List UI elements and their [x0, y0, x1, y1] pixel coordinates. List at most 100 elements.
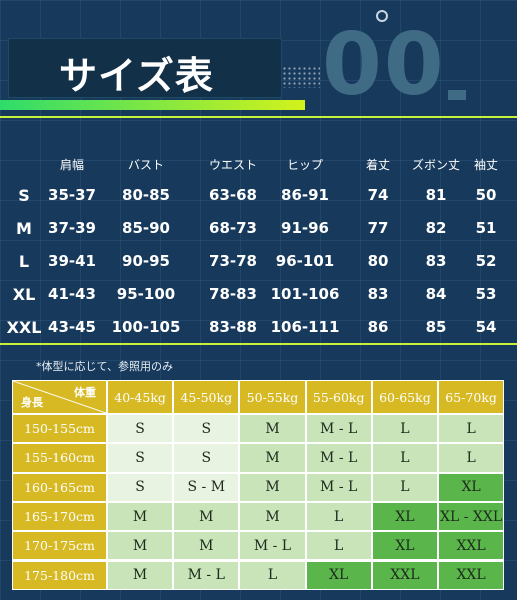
size-recommendation-cell: M: [173, 531, 240, 561]
neon-bar: [0, 100, 305, 110]
size-chart-cell: 73-78: [209, 252, 257, 270]
size-recommendation-cell: L: [239, 560, 306, 590]
size-recommendation-cell: M - L: [305, 443, 372, 473]
page-title: サイズ表: [59, 53, 214, 98]
height-header-cell: 160-165cm: [12, 472, 107, 502]
size-chart-cell: 37-39: [48, 219, 96, 237]
size-chart-cell: 84: [425, 285, 447, 303]
size-chart-cell: 77: [367, 219, 389, 237]
corner-label-height: 身長: [21, 396, 43, 409]
size-chart-cell: 68-73: [209, 219, 257, 237]
size-recommendation-cell: S - M: [173, 472, 240, 502]
size-recommendation-cell: S: [107, 414, 174, 444]
size-chart-cell: 85-90: [122, 219, 170, 237]
size-chart-header-cell: 着丈: [365, 158, 391, 172]
table-corner-cell: 体重 身長: [12, 380, 107, 414]
size-recommendation-cell: M: [173, 501, 240, 532]
height-weight-table: 体重 身長 40-45kg 45-50kg 50-55kg 55-60kg 60-65k…: [12, 380, 505, 590]
height-header-cell: 150-155cm: [12, 414, 107, 444]
weight-header-cell: 60-65kg: [371, 380, 438, 414]
size-chart-cell: 63-68: [209, 186, 257, 204]
size-chart-cell: 86-91: [281, 186, 329, 204]
size-recommendation-cell: M: [107, 531, 174, 561]
size-chart-cell: 96-101: [275, 252, 335, 270]
size-recommendation-cell: M - L: [239, 531, 306, 561]
size-recommendation-cell: L: [305, 531, 372, 561]
weight-header-cell: 65-70kg: [438, 380, 505, 414]
size-recommendation-cell: XL - XXL: [438, 501, 505, 532]
size-recommendation-cell: M: [239, 472, 306, 502]
size-label: XXL: [6, 318, 42, 337]
weight-header-cell: 50-55kg: [239, 380, 306, 414]
size-chart-cell: 43-45: [48, 318, 96, 336]
size-chart-cell: 83-88: [209, 318, 257, 336]
size-recommendation-cell: S: [173, 414, 240, 444]
size-chart-cell: 100-105: [111, 318, 181, 336]
decorative-ring-icon: [376, 10, 388, 22]
size-chart-cell: 41-43: [48, 285, 96, 303]
size-chart-header-cell: 袖丈: [473, 158, 499, 172]
weight-header-cell: 55-60kg: [305, 380, 372, 414]
size-recommendation-cell: XL: [305, 560, 372, 590]
size-label: M: [16, 219, 32, 238]
size-recommendation-cell: XL: [371, 501, 438, 532]
size-chart-cell: 81: [425, 186, 447, 204]
size-recommendation-cell: L: [438, 414, 505, 444]
size-chart-cell: 90-95: [122, 252, 170, 270]
decorative-number: 00: [322, 15, 446, 115]
size-chart-header-cell: ズボン丈: [411, 158, 461, 172]
height-header-cell: 170-175cm: [12, 531, 107, 561]
size-recommendation-cell: XL: [371, 531, 438, 561]
size-recommendation-cell: L: [305, 501, 372, 532]
corner-diagonal: [13, 381, 106, 413]
decorative-dots: [282, 66, 320, 88]
size-recommendation-cell: M - L: [305, 414, 372, 444]
size-recommendation-cell: M: [239, 501, 306, 532]
size-recommendation-cell: S: [173, 443, 240, 473]
size-chart-header-cell: ウエスト: [208, 158, 258, 172]
size-chart-cell: 106-111: [270, 318, 340, 336]
decorative-dash: [448, 90, 466, 100]
size-chart-header-cell: バスト: [127, 158, 165, 172]
size-label: S: [18, 186, 30, 205]
size-chart-cell: 82: [425, 219, 447, 237]
size-chart-cell: 54: [475, 318, 497, 336]
size-recommendation-cell: S: [107, 472, 174, 502]
size-chart-cell: 50: [475, 186, 497, 204]
size-recommendation-cell: XXL: [438, 560, 505, 590]
corner-label-weight: 体重: [74, 386, 96, 399]
size-chart-cell: 86: [367, 318, 389, 336]
size-chart-cell: 101-106: [270, 285, 340, 303]
height-header-cell: 175-180cm: [12, 560, 107, 590]
size-chart-cell: 53: [475, 285, 497, 303]
height-header-cell: 155-160cm: [12, 443, 107, 473]
size-recommendation-cell: M: [107, 501, 174, 532]
size-recommendation-cell: S: [107, 443, 174, 473]
size-recommendation-cell: XXL: [371, 560, 438, 590]
weight-header-cell: 40-45kg: [107, 380, 174, 414]
height-header-cell: 165-170cm: [12, 501, 107, 532]
size-chart-cell: 95-100: [116, 285, 176, 303]
reference-note: *体型に応じて、参照用のみ: [36, 360, 173, 373]
size-chart-cell: 51: [475, 219, 497, 237]
size-recommendation-cell: M: [107, 560, 174, 590]
size-recommendation-cell: M - L: [173, 560, 240, 590]
size-chart-cell: 83: [367, 285, 389, 303]
weight-header-cell: 45-50kg: [173, 380, 240, 414]
size-recommendation-cell: L: [438, 443, 505, 473]
size-chart-cell: 74: [367, 186, 389, 204]
divider-top: [0, 116, 517, 118]
title-box: サイズ表: [8, 38, 282, 98]
size-chart-cell: 78-83: [209, 285, 257, 303]
size-label: L: [18, 252, 30, 271]
size-recommendation-cell: XL: [438, 472, 505, 502]
size-chart-cell: 83: [425, 252, 447, 270]
size-recommendation-cell: M - L: [305, 472, 372, 502]
size-chart-cell: 39-41: [48, 252, 96, 270]
size-recommendation-cell: L: [371, 472, 438, 502]
size-label: XL: [12, 285, 36, 304]
size-recommendation-cell: XXL: [438, 531, 505, 561]
size-recommendation-cell: M: [239, 414, 306, 444]
size-chart-cell: 80-85: [122, 186, 170, 204]
size-chart-cell: 80: [367, 252, 389, 270]
